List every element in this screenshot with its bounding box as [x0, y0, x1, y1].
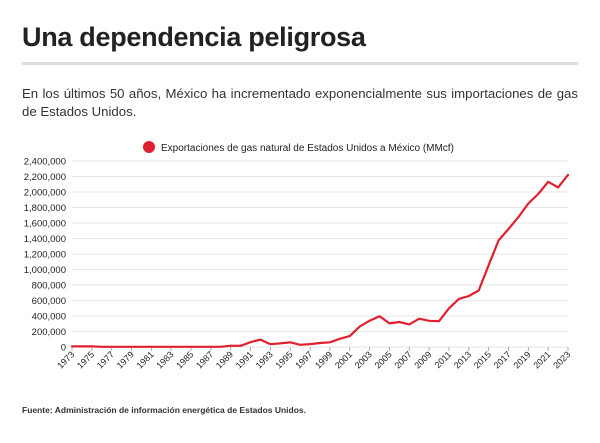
- x-tick-label: 2023: [551, 349, 572, 370]
- x-tick-label: 1979: [115, 349, 136, 370]
- x-tick-label: 2021: [531, 349, 552, 370]
- title-divider: [22, 62, 578, 65]
- x-tick-label: 1997: [293, 349, 314, 370]
- page-title: Una dependencia peligrosa: [22, 22, 366, 52]
- x-tick-label: 1985: [174, 349, 195, 370]
- legend-marker: [143, 141, 155, 153]
- x-tick-label: 2015: [472, 349, 493, 370]
- x-tick-label: 2011: [433, 349, 454, 370]
- y-tick-label: 2,200,000: [24, 172, 66, 183]
- line-chart: Exportaciones de gas natural de Estados …: [24, 141, 572, 371]
- x-tick-label: 2003: [353, 349, 374, 370]
- x-tick-label: 1981: [135, 349, 156, 370]
- y-tick-label: 1,600,000: [24, 219, 66, 230]
- series-line: [70, 173, 570, 348]
- x-tick-label: 2013: [452, 349, 473, 370]
- x-tick-label: 2019: [511, 349, 532, 370]
- x-tick-label: 1989: [214, 349, 235, 370]
- x-axis-ticks: 1973197519771979198119831985198719891991…: [55, 347, 572, 371]
- y-tick-label: 2,000,000: [24, 188, 66, 199]
- x-tick-label: 1975: [75, 349, 96, 370]
- y-axis-ticks: 0 200,000 400,000 600,000 800,000 1,000,000 1,…: [24, 157, 66, 354]
- x-tick-label: 1993: [254, 349, 275, 370]
- source-note: Fuente: Administración de información en…: [22, 405, 307, 415]
- x-tick-label: 2005: [373, 349, 394, 370]
- y-tick-label: 600,000: [32, 296, 66, 307]
- y-tick-label: 800,000: [32, 281, 66, 292]
- y-tick-label: 0: [61, 343, 66, 354]
- x-tick-label: 2017: [492, 349, 513, 370]
- x-tick-label: 2009: [412, 349, 433, 370]
- x-tick-label: 1995: [273, 349, 294, 370]
- x-tick-label: 1987: [194, 349, 215, 370]
- y-tick-label: 200,000: [32, 327, 66, 338]
- legend-label: Exportaciones de gas natural de Estados …: [161, 143, 454, 154]
- gridlines: [72, 160, 568, 348]
- y-tick-label: 2,400,000: [24, 157, 66, 168]
- series-layer: [70, 173, 570, 348]
- y-tick-label: 1,400,000: [24, 234, 66, 245]
- legend: Exportaciones de gas natural de Estados …: [143, 141, 454, 154]
- y-tick-label: 1,200,000: [24, 250, 66, 261]
- x-tick-label: 1973: [55, 349, 76, 370]
- x-tick-label: 2001: [333, 349, 354, 370]
- y-tick-label: 1,800,000: [24, 203, 66, 214]
- x-tick-label: 1983: [154, 349, 175, 370]
- x-tick-label: 1991: [234, 349, 255, 370]
- page-subtitle: En los últimos 50 años, México ha increm…: [22, 86, 578, 119]
- y-tick-label: 400,000: [32, 312, 66, 323]
- y-tick-label: 1,000,000: [24, 265, 66, 276]
- x-tick-label: 1977: [95, 349, 116, 370]
- x-tick-label: 2007: [392, 349, 413, 370]
- x-tick-label: 1999: [313, 349, 334, 370]
